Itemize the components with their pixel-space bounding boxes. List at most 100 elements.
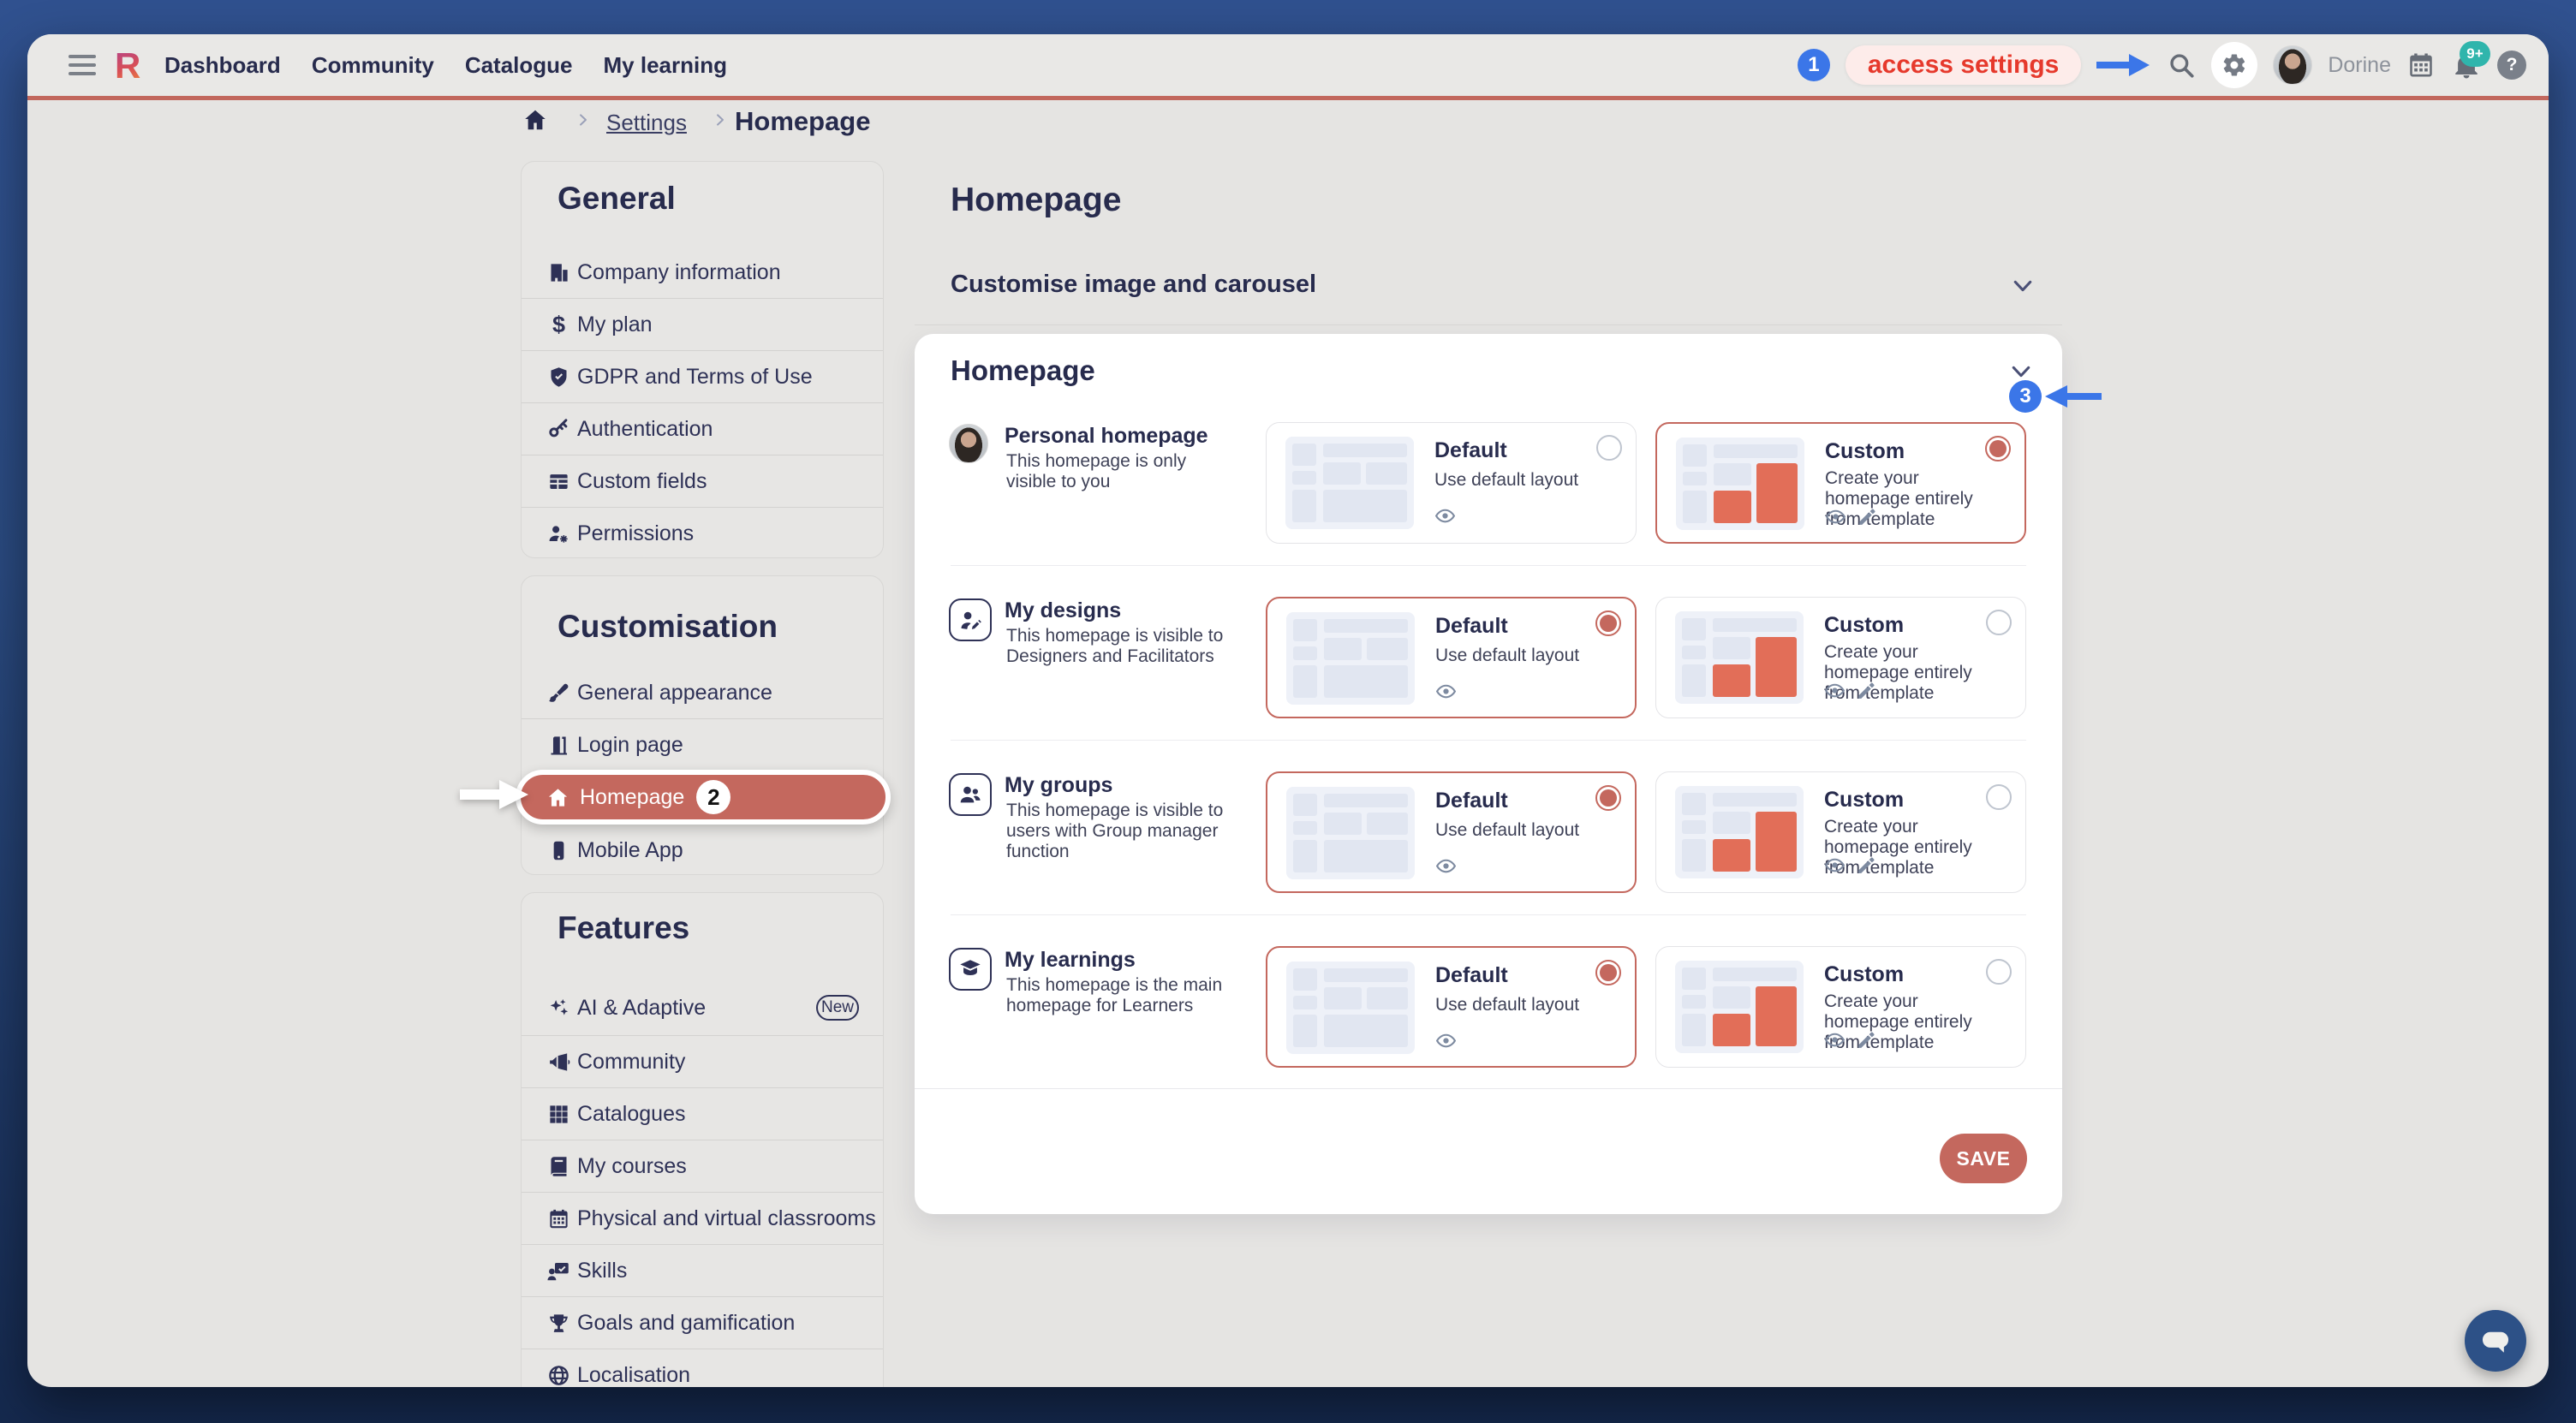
option-custom-card[interactable]: Custom Create your homepage entirely fro… xyxy=(1655,597,2026,718)
sidebar-item-community[interactable]: Community xyxy=(522,1036,883,1087)
sidebar-item-catalogues[interactable]: Catalogues xyxy=(522,1088,883,1140)
edit-pencil-icon[interactable] xyxy=(1856,1029,1877,1051)
chat-widget-button[interactable] xyxy=(2465,1310,2526,1372)
nav-catalogue[interactable]: Catalogue xyxy=(464,51,573,78)
option-default-card[interactable]: Default Use default layout xyxy=(1266,597,1637,718)
default-radio-selected[interactable] xyxy=(1595,785,1621,811)
divider xyxy=(951,740,2026,741)
sidebar-item-localisation[interactable]: Localisation xyxy=(522,1349,883,1387)
custom-radio-selected[interactable] xyxy=(1985,436,2011,461)
preview-eye-icon[interactable] xyxy=(1435,681,1457,702)
settings-gear-button[interactable] xyxy=(2211,42,2258,88)
divider xyxy=(522,350,883,351)
divider xyxy=(522,1296,883,1297)
book-icon xyxy=(547,1155,570,1178)
sidebar-section-title: Customisation xyxy=(558,609,778,644)
person-pen-icon xyxy=(949,598,992,641)
preview-eye-icon[interactable] xyxy=(1435,1030,1457,1051)
custom-layout-thumbnail xyxy=(1675,611,1804,704)
edit-pencil-icon[interactable] xyxy=(1856,854,1877,876)
search-icon[interactable] xyxy=(2167,51,2196,80)
divider xyxy=(522,298,883,299)
home-icon xyxy=(546,786,569,809)
sidebar-item-classrooms[interactable]: Physical and virtual classrooms xyxy=(522,1193,883,1244)
preview-eye-icon[interactable] xyxy=(1825,506,1846,527)
option-custom-card[interactable]: Custom Create your homepage entirely fro… xyxy=(1655,946,2026,1068)
custom-radio[interactable] xyxy=(1986,784,2012,810)
sidebar-item-homepage-active[interactable]: Homepage 2 xyxy=(516,770,891,825)
breadcrumb-home-icon[interactable] xyxy=(522,107,548,133)
help-icon[interactable]: ? xyxy=(2497,51,2526,80)
row-title: My designs xyxy=(1005,598,1122,622)
user-avatar[interactable] xyxy=(2273,45,2313,85)
default-radio[interactable] xyxy=(1596,435,1622,461)
building-icon xyxy=(547,261,570,284)
option-default-card[interactable]: Default Use default layout xyxy=(1266,946,1637,1068)
calendar-icon[interactable] xyxy=(2406,51,2436,80)
notifications-button[interactable]: 9+ xyxy=(2451,41,2490,82)
sidebar-item-my-courses[interactable]: My courses xyxy=(522,1140,883,1192)
new-feature-badge: New xyxy=(816,995,859,1021)
custom-radio[interactable] xyxy=(1986,959,2012,985)
option-default-card[interactable]: Default Use default layout xyxy=(1266,422,1637,544)
sidebar-item-skills[interactable]: Skills xyxy=(522,1245,883,1296)
sidebar-item-company-information[interactable]: Company information xyxy=(522,247,883,298)
default-radio-selected[interactable] xyxy=(1595,960,1621,985)
row-title: My groups xyxy=(1005,773,1113,797)
header-right-cluster: 1 access settings Dorine 9+ ? xyxy=(1797,34,2526,96)
annotation-step-3-badge: 3 xyxy=(2009,380,2042,413)
sidebar-item-my-plan[interactable]: $ My plan xyxy=(522,299,883,350)
section-customise-image-carousel[interactable]: Customise image and carousel xyxy=(951,271,1317,298)
nav-dashboard[interactable]: Dashboard xyxy=(164,51,281,78)
header-accent-line xyxy=(27,96,2549,100)
option-custom-card[interactable]: Custom Create your homepage entirely fro… xyxy=(1655,422,2026,544)
gear-icon xyxy=(2221,52,2247,78)
custom-radio[interactable] xyxy=(1986,610,2012,635)
sidebar-item-permissions[interactable]: Permissions xyxy=(522,508,883,559)
homepage-settings-panel: Homepage Personal homepage This homepage… xyxy=(915,334,2062,1214)
nav-my-learning[interactable]: My learning xyxy=(603,51,727,78)
sidebar-item-mobile-app[interactable]: Mobile App xyxy=(522,825,883,876)
sidebar-item-goals-gamification[interactable]: Goals and gamification xyxy=(522,1297,883,1349)
user-name[interactable]: Dorine xyxy=(2328,52,2391,77)
row-title: Personal homepage xyxy=(1005,424,1208,448)
chevron-down-icon[interactable] xyxy=(2011,274,2035,298)
brand-logo[interactable]: R xyxy=(115,45,141,86)
divider xyxy=(915,1088,2062,1089)
sidebar-item-ai-adaptive[interactable]: AI & Adaptive xyxy=(522,982,883,1033)
key-icon xyxy=(547,418,570,441)
default-layout-thumbnail xyxy=(1286,612,1415,705)
option-custom-card[interactable]: Custom Create your homepage entirely fro… xyxy=(1655,771,2026,893)
divider xyxy=(522,1035,883,1036)
sidebar-item-authentication[interactable]: Authentication xyxy=(522,403,883,455)
chevron-down-icon[interactable] xyxy=(2009,360,2033,384)
divider xyxy=(522,1192,883,1193)
row-description: This homepage is visible to users with G… xyxy=(1006,801,1224,861)
divider xyxy=(522,1087,883,1088)
divider xyxy=(915,324,2062,325)
sidebar-section-title: Features xyxy=(558,910,690,945)
preview-eye-icon[interactable] xyxy=(1824,680,1846,701)
sidebar-item-custom-fields[interactable]: Custom fields xyxy=(522,455,883,507)
preview-eye-icon[interactable] xyxy=(1435,855,1457,877)
mobile-icon xyxy=(547,839,570,862)
save-button[interactable]: SAVE xyxy=(1940,1134,2027,1183)
breadcrumb-settings[interactable]: Settings xyxy=(606,110,687,135)
edit-pencil-icon[interactable] xyxy=(1856,680,1877,701)
sidebar-item-gdpr[interactable]: GDPR and Terms of Use xyxy=(522,351,883,402)
nav-community[interactable]: Community xyxy=(311,51,434,78)
sidebar-item-login-page[interactable]: Login page xyxy=(522,719,883,771)
sidebar-section-title: General xyxy=(558,181,676,216)
globe-icon xyxy=(547,1364,570,1387)
edit-pencil-icon[interactable] xyxy=(1857,506,1878,527)
hamburger-menu-icon[interactable] xyxy=(69,55,96,76)
preview-eye-icon[interactable] xyxy=(1824,854,1846,876)
option-default-card[interactable]: Default Use default layout xyxy=(1266,771,1637,893)
preview-eye-icon[interactable] xyxy=(1434,505,1456,527)
default-radio-selected[interactable] xyxy=(1595,610,1621,636)
personal-avatar xyxy=(949,424,988,463)
row-description: This homepage is only visible to you xyxy=(1006,451,1187,491)
preview-eye-icon[interactable] xyxy=(1824,1029,1846,1051)
sidebar-item-general-appearance[interactable]: General appearance xyxy=(522,667,883,718)
main-nav: Dashboard Community Catalogue My learnin… xyxy=(164,34,727,96)
